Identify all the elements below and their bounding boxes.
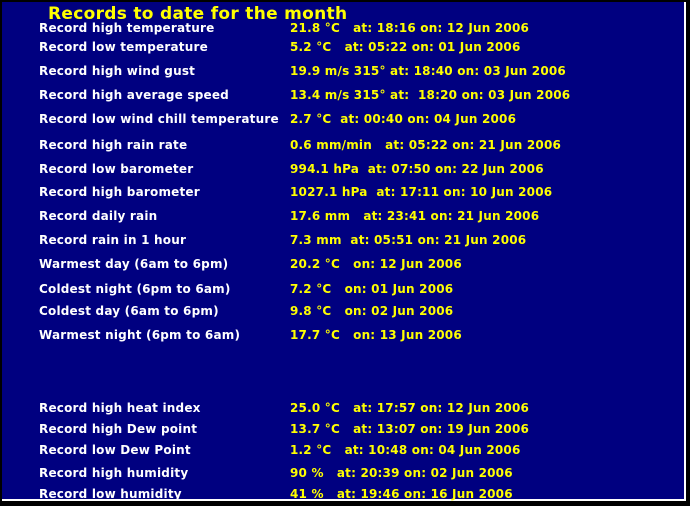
record-row: Record daily rain 17.6 mm at: 23:41 on: 2… <box>2 209 684 223</box>
record-row: Record low barometer 994.1 hPa at: 07:50 … <box>2 162 684 176</box>
record-label: Record high temperature <box>39 21 215 35</box>
record-label: Record high Dew point <box>39 422 198 436</box>
record-value: 7.2 °C on: 01 Jun 2006 <box>290 282 454 296</box>
record-label: Warmest night (6pm to 6am) <box>39 328 241 342</box>
record-label: Record low humidity <box>39 487 182 501</box>
record-value: 9.8 °C on: 02 Jun 2006 <box>290 304 454 318</box>
record-label: Record low Dew Point <box>39 443 191 457</box>
record-label: Record high heat index <box>39 401 201 415</box>
record-value: 0.6 mm/min at: 05:22 on: 21 Jun 2006 <box>290 138 562 152</box>
record-label: Coldest day (6am to 6pm) <box>39 304 219 318</box>
page-title: Records to date for the month <box>48 4 348 24</box>
record-row: Warmest day (6am to 6pm) 20.2 °C on: 12 J… <box>2 257 684 271</box>
records-panel: Records to date for the month Record hig… <box>2 2 686 501</box>
record-row: Record high barometer 1027.1 hPa at: 17:1… <box>2 185 684 199</box>
record-value: 20.2 °C on: 12 Jun 2006 <box>290 257 462 271</box>
record-value: 1.2 °C at: 10:48 on: 04 Jun 2006 <box>290 443 521 457</box>
record-label: Record low barometer <box>39 162 194 176</box>
record-label: Warmest day (6am to 6pm) <box>39 257 229 271</box>
record-row: Record low wind chill temperature 2.7 °C … <box>2 112 684 126</box>
record-value: 994.1 hPa at: 07:50 on: 22 Jun 2006 <box>290 162 544 176</box>
record-label: Record low temperature <box>39 40 208 54</box>
record-label: Record low wind chill temperature <box>39 112 279 126</box>
record-row: Record high humidity 90 % at: 20:39 on: 0… <box>2 466 684 480</box>
record-value: 2.7 °C at: 00:40 on: 04 Jun 2006 <box>290 112 517 126</box>
record-label: Record high humidity <box>39 466 189 480</box>
record-value: 19.9 m/s 315° at: 18:40 on: 03 Jun 2006 <box>290 64 566 78</box>
record-row: Record low temperature 5.2 °C at: 05:22 o… <box>2 40 684 54</box>
record-row: Record high average speed 13.4 m/s 315° a… <box>2 88 684 102</box>
record-value: 13.4 m/s 315° at: 18:20 on: 03 Jun 2006 <box>290 88 571 102</box>
record-value: 17.7 °C on: 13 Jun 2006 <box>290 328 462 342</box>
record-label: Record high wind gust <box>39 64 196 78</box>
record-row: Record low Dew Point 1.2 °C at: 10:48 on:… <box>2 443 684 457</box>
record-row: Warmest night (6pm to 6am) 17.7 °C on: 13… <box>2 328 684 342</box>
record-label: Record daily rain <box>39 209 158 223</box>
record-label: Record high rain rate <box>39 138 188 152</box>
record-row: Record rain in 1 hour 7.3 mm at: 05:51 on… <box>2 233 684 247</box>
record-value: 17.6 mm at: 23:41 on: 21 Jun 2006 <box>290 209 540 223</box>
record-value: 7.3 mm at: 05:51 on: 21 Jun 2006 <box>290 233 527 247</box>
record-value: 41 % at: 19:46 on: 16 Jun 2006 <box>290 487 513 501</box>
record-label: Record high barometer <box>39 185 200 199</box>
record-value: 13.7 °C at: 13:07 on: 19 Jun 2006 <box>290 422 530 436</box>
record-label: Record high average speed <box>39 88 229 102</box>
record-row: Record high heat index 25.0 °C at: 17:57 … <box>2 401 684 415</box>
record-row: Record high temperature 21.8 °C at: 18:16… <box>2 21 684 35</box>
record-value: 21.8 °C at: 18:16 on: 12 Jun 2006 <box>290 21 530 35</box>
record-value: 1027.1 hPa at: 17:11 on: 10 Jun 2006 <box>290 185 553 199</box>
record-value: 25.0 °C at: 17:57 on: 12 Jun 2006 <box>290 401 530 415</box>
record-row: Record low humidity 41 % at: 19:46 on: 16… <box>2 487 684 501</box>
record-row: Record high wind gust 19.9 m/s 315° at: 1… <box>2 64 684 78</box>
record-label: Record rain in 1 hour <box>39 233 187 247</box>
record-value: 5.2 °C at: 05:22 on: 01 Jun 2006 <box>290 40 521 54</box>
record-row: Coldest night (6pm to 6am) 7.2 °C on: 01 … <box>2 282 684 296</box>
record-row: Record high Dew point 13.7 °C at: 13:07 o… <box>2 422 684 436</box>
record-row: Record high rain rate 0.6 mm/min at: 05:2… <box>2 138 684 152</box>
record-value: 90 % at: 20:39 on: 02 Jun 2006 <box>290 466 513 480</box>
record-label: Coldest night (6pm to 6am) <box>39 282 231 296</box>
record-row: Coldest day (6am to 6pm) 9.8 °C on: 02 Ju… <box>2 304 684 318</box>
